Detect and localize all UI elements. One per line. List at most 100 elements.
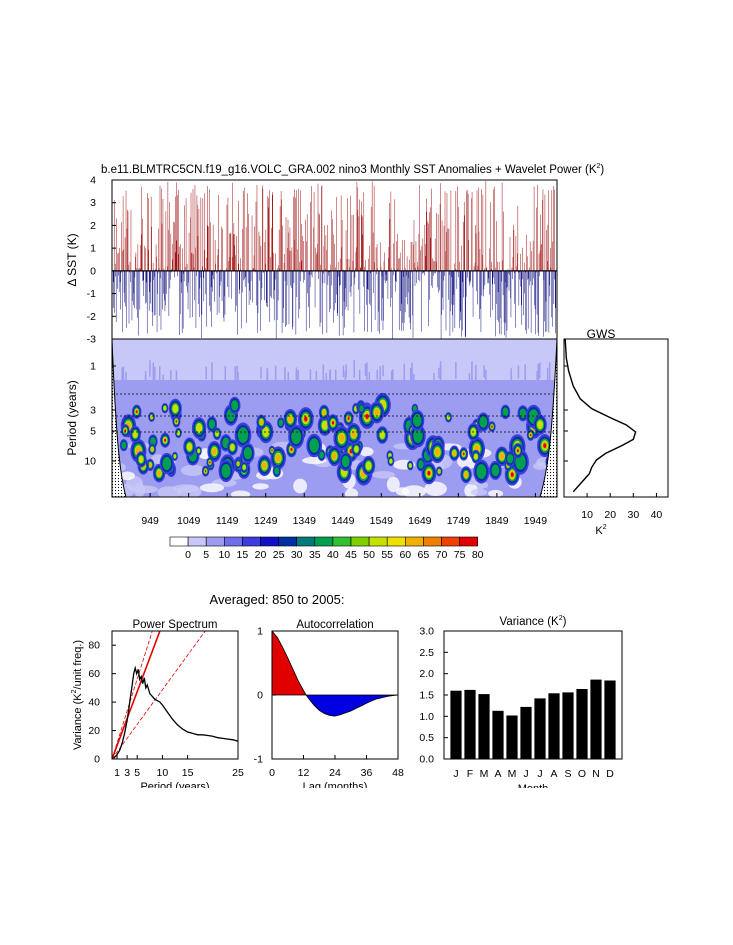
variance-yticks: 3.0 2.5 2.0 1.5 1.0 0.5 0.0 [419,626,448,766]
wavelet-panel: 1 3 5 10 949 1049 1149 1249 1349 1449 1549 1649 174… [65,338,558,527]
wavelet-blob [347,417,350,420]
wavelet-streak [439,361,442,382]
wavelet-streak [409,367,412,390]
colorbar: 0 5 10 15 20 25 30 35 40 45 50 55 60 65 70 75 80 [169,536,484,561]
wavelet-streak [154,366,156,385]
variance-bars [450,679,616,759]
wavelet-xticks: 949 1049 1149 1249 1349 1449 1549 1649 1749 1849 1… [141,493,547,527]
wavelet-blob [491,425,493,428]
wavelet-streak [438,367,440,379]
wavelet-streak [413,374,415,393]
wavelet-blob [229,443,235,452]
gws-xticks: 10 20 30 40 [564,365,662,521]
gws-frame [563,338,669,498]
figure-title-text: b.e11.BLMTRC5CN.f19_g16.VOLC_GRA.002 nin… [101,164,597,176]
variance-ytick-label: 0.5 [419,732,434,744]
sst-ytick-label: 1 [90,243,96,255]
wavelet-streak [295,371,298,391]
power-spectrum-plot [112,631,238,759]
colorbar-label: 45 [345,549,357,561]
wavelet-streak [537,363,540,383]
gws-xtick-label: 20 [604,509,616,521]
autocorrelation-yticks: 1 0 -1 [254,626,276,766]
wavelet-xtick-label: 949 [141,515,159,527]
wavelet-streak [524,364,526,389]
wavelet-blob [275,454,281,462]
colorbar-label: 30 [291,549,303,561]
wavelet-streak [121,367,123,386]
wavelet-blob [309,438,320,453]
wavelet-streak [403,363,405,387]
variance-xtick-label: A [494,768,501,780]
colorbar-label: 75 [454,549,466,561]
gws-xlabel: K2 [595,524,606,537]
wavelet-blob [491,464,500,477]
variance-bar [520,706,532,759]
colorbar-label: 70 [436,549,448,561]
colorbar-label: 10 [218,549,230,561]
wavelet-blob [476,464,487,480]
wavelet-blob [121,441,127,449]
variance-title-end: ) [563,616,567,628]
colorbar-label: 35 [309,549,321,561]
autocorrelation-negative-area [306,695,398,717]
wavelet-blob [510,472,514,477]
wavelet-streak [411,362,413,383]
power-spectrum-title: Power Spectrum [132,619,217,631]
variance-ytick-label: 1.5 [419,690,434,702]
wavelet-blob [186,442,193,452]
wavelet-streak [353,360,355,378]
colorbar-swatch [404,536,424,547]
autocorrelation-line [271,630,399,717]
wavelet-blob [529,433,532,437]
wavelet-streak [539,362,541,379]
wavelet-streak [433,373,435,397]
power-spectrum-ylabel: Variance (K2/unit freq.) [71,640,84,750]
wavelet-blob [208,419,216,429]
wavelet-streak [175,370,178,385]
wavelet-streak [548,362,551,386]
variance-bar [464,689,476,759]
wavelet-blob [242,464,246,470]
wavelet-streak [392,369,394,390]
sst-ytick-label: -1 [87,288,96,300]
wavelet-streak [471,361,473,380]
wavelet-streak [536,371,538,388]
colorbar-swatch [350,536,370,547]
gws-panel: GWS 10 20 30 40 K2 [563,327,669,537]
wavelet-blob [452,450,456,456]
wavelet-blob [274,467,280,475]
wavelet-frame [111,338,558,498]
wavelet-blob [237,427,249,443]
ps-ytick-label: 60 [88,668,100,680]
colorbar-swatch [314,536,334,547]
ps-xtick-label: 5 [134,767,140,779]
wavelet-xtick-label: 1449 [331,515,355,527]
wavelet-streak [309,369,312,381]
wavelet-blob [124,429,127,432]
colorbar-label: 5 [203,549,209,561]
colorbar-swatch [296,536,316,547]
variance-xtick-label: S [564,768,571,780]
colorbar-swatch [205,536,225,547]
wavelet-blob [288,415,293,423]
wavelet-streak [234,366,236,385]
wavelet-blob [462,452,465,456]
colorbar-label: 55 [381,549,393,561]
wavelet-xtick-label: 1249 [254,515,278,527]
wavelet-blob [322,409,326,416]
gws-line [564,338,637,493]
variance-xtick-label: M [480,768,489,780]
red-noise-line [112,631,161,759]
wavelet-streak [382,365,384,377]
wavelet-blob [304,416,308,422]
wavelet-streak [546,367,549,389]
wavelet-xtick-label: 1749 [447,515,471,527]
gws-xtick-label: 10 [581,509,593,521]
wavelet-blob [351,430,357,438]
wavelet-streak [149,360,151,377]
variance-xtick-label: A [550,768,557,780]
